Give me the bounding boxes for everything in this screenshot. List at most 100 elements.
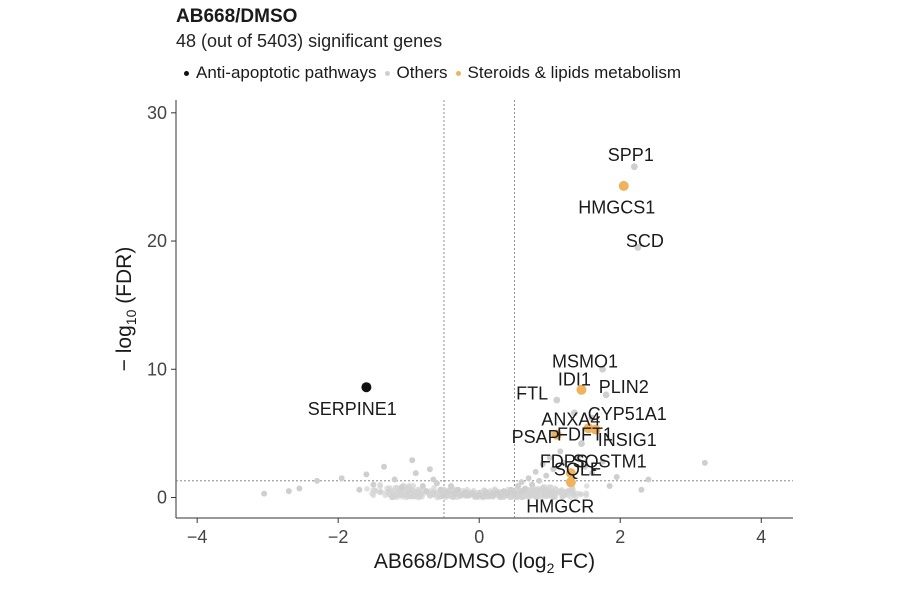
data-point-other — [549, 488, 556, 494]
y-axis-title-main: − log — [113, 325, 136, 371]
data-point-other — [543, 486, 550, 493]
y-axis-title: − log10 (FDR) — [113, 247, 139, 372]
data-point-other — [391, 476, 398, 483]
data-point-other — [546, 454, 553, 461]
data-point-other — [407, 490, 413, 497]
reference-lines — [176, 100, 793, 518]
x-axis-title-suffix: FC) — [554, 550, 595, 573]
x-axis-title: AB668/DMSO (log2 FC) — [374, 550, 595, 576]
gene-label-plin2: PLIN2 — [599, 377, 649, 397]
data-point-other — [364, 486, 370, 492]
gene-label-psap: PSAP — [512, 427, 560, 447]
data-point-other — [440, 491, 447, 498]
data-point-other — [533, 489, 540, 496]
data-point-other — [426, 466, 433, 473]
data-point-other — [504, 490, 511, 497]
x-tick-label: −2 — [328, 527, 349, 547]
data-point-fdps — [551, 429, 562, 440]
background-points — [261, 448, 708, 501]
data-point-other — [285, 488, 292, 495]
legend: Anti-apoptotic pathways Others Steroids … — [184, 63, 689, 83]
data-point-other — [559, 493, 565, 499]
data-point-other — [613, 473, 620, 480]
gene-label-msmo1: MSMO1 — [552, 352, 618, 372]
highlighted-points — [361, 163, 642, 488]
data-point-other — [430, 476, 437, 483]
data-point-other — [296, 485, 303, 492]
data-point-other — [578, 491, 584, 497]
y-tick-label: 20 — [147, 231, 167, 251]
gene-label-sqle: SQLE — [554, 459, 602, 479]
data-point-other — [565, 488, 572, 494]
data-point-other — [518, 479, 525, 486]
data-point-other — [398, 484, 405, 491]
data-point-other — [338, 475, 345, 482]
legend-dot-others — [384, 70, 390, 76]
data-point-other — [423, 488, 430, 495]
data-point-other — [574, 453, 581, 460]
data-point-other — [409, 457, 416, 464]
data-point-other — [583, 492, 590, 499]
axes: −4 −2 0 2 4 0 10 20 30 — [147, 100, 793, 547]
gene-label-anxa4: ANXA4 — [541, 409, 600, 429]
data-point-other — [529, 481, 536, 488]
data-point-other — [381, 463, 388, 470]
gene-label-scd: SCD — [626, 231, 664, 251]
legend-label-steroids: Steroids & lipids metabolism — [467, 63, 682, 82]
data-point-idi1 — [576, 384, 587, 395]
gene-label-fdft1: FDFT1 — [557, 425, 613, 445]
data-point-plin2 — [602, 391, 610, 399]
data-point-other — [701, 459, 708, 466]
gene-label-idi1: IDI1 — [558, 370, 591, 390]
data-point-anxa4 — [571, 409, 578, 417]
y-tick-label: 30 — [147, 103, 167, 123]
data-point-other — [373, 488, 379, 494]
data-point-other — [384, 485, 390, 491]
data-point-other — [390, 488, 397, 494]
data-point-other — [538, 493, 544, 499]
data-point-other — [448, 482, 455, 489]
chart-subtitle: 48 (out of 5403) significant genes — [176, 31, 443, 51]
data-point-other — [525, 475, 532, 482]
data-point-other — [545, 491, 551, 498]
data-point-other — [557, 448, 564, 455]
y-tick-label: 10 — [147, 359, 167, 379]
data-point-other — [418, 489, 425, 496]
data-point-hmgcs1 — [618, 180, 629, 191]
gene-label-fdps: FDPS — [540, 452, 588, 472]
data-point-other — [370, 481, 377, 488]
data-point-other — [412, 470, 419, 477]
data-point-ftl — [553, 396, 561, 404]
data-point-scd — [634, 244, 642, 251]
data-point-other — [638, 486, 645, 493]
data-point-spp1 — [630, 163, 638, 171]
data-point-other — [606, 482, 613, 489]
data-point-other — [385, 491, 392, 497]
gene-label-hmgcr: HMGCR — [526, 496, 594, 516]
data-point-other — [363, 471, 370, 478]
data-point-other — [599, 458, 606, 465]
data-point-other — [497, 491, 504, 498]
legend-dot-anti-apoptotic — [184, 70, 189, 76]
data-point-other — [415, 486, 421, 493]
gene-label-hmgcs1: HMGCS1 — [578, 198, 655, 218]
data-point-other — [431, 484, 437, 491]
x-tick-label: 0 — [474, 527, 484, 547]
data-point-other — [356, 486, 363, 493]
data-point-other — [560, 459, 567, 466]
data-point-other — [539, 461, 546, 468]
legend-item-others: Others — [384, 63, 448, 83]
data-point-other — [581, 463, 588, 470]
gene-label-serpine1: SERPINE1 — [308, 399, 397, 419]
data-point-other — [570, 491, 576, 497]
data-point-serpine1 — [361, 382, 372, 393]
data-point-sqstm1 — [578, 440, 585, 448]
legend-item-anti-apoptotic: Anti-apoptotic pathways — [184, 63, 377, 83]
data-point-other — [314, 477, 321, 484]
data-point-sqle — [565, 468, 576, 479]
data-point-other — [396, 492, 403, 499]
data-point-other — [451, 490, 458, 497]
data-point-other — [514, 482, 521, 489]
gene-label-cyp51a1: CYP51A1 — [588, 404, 667, 424]
